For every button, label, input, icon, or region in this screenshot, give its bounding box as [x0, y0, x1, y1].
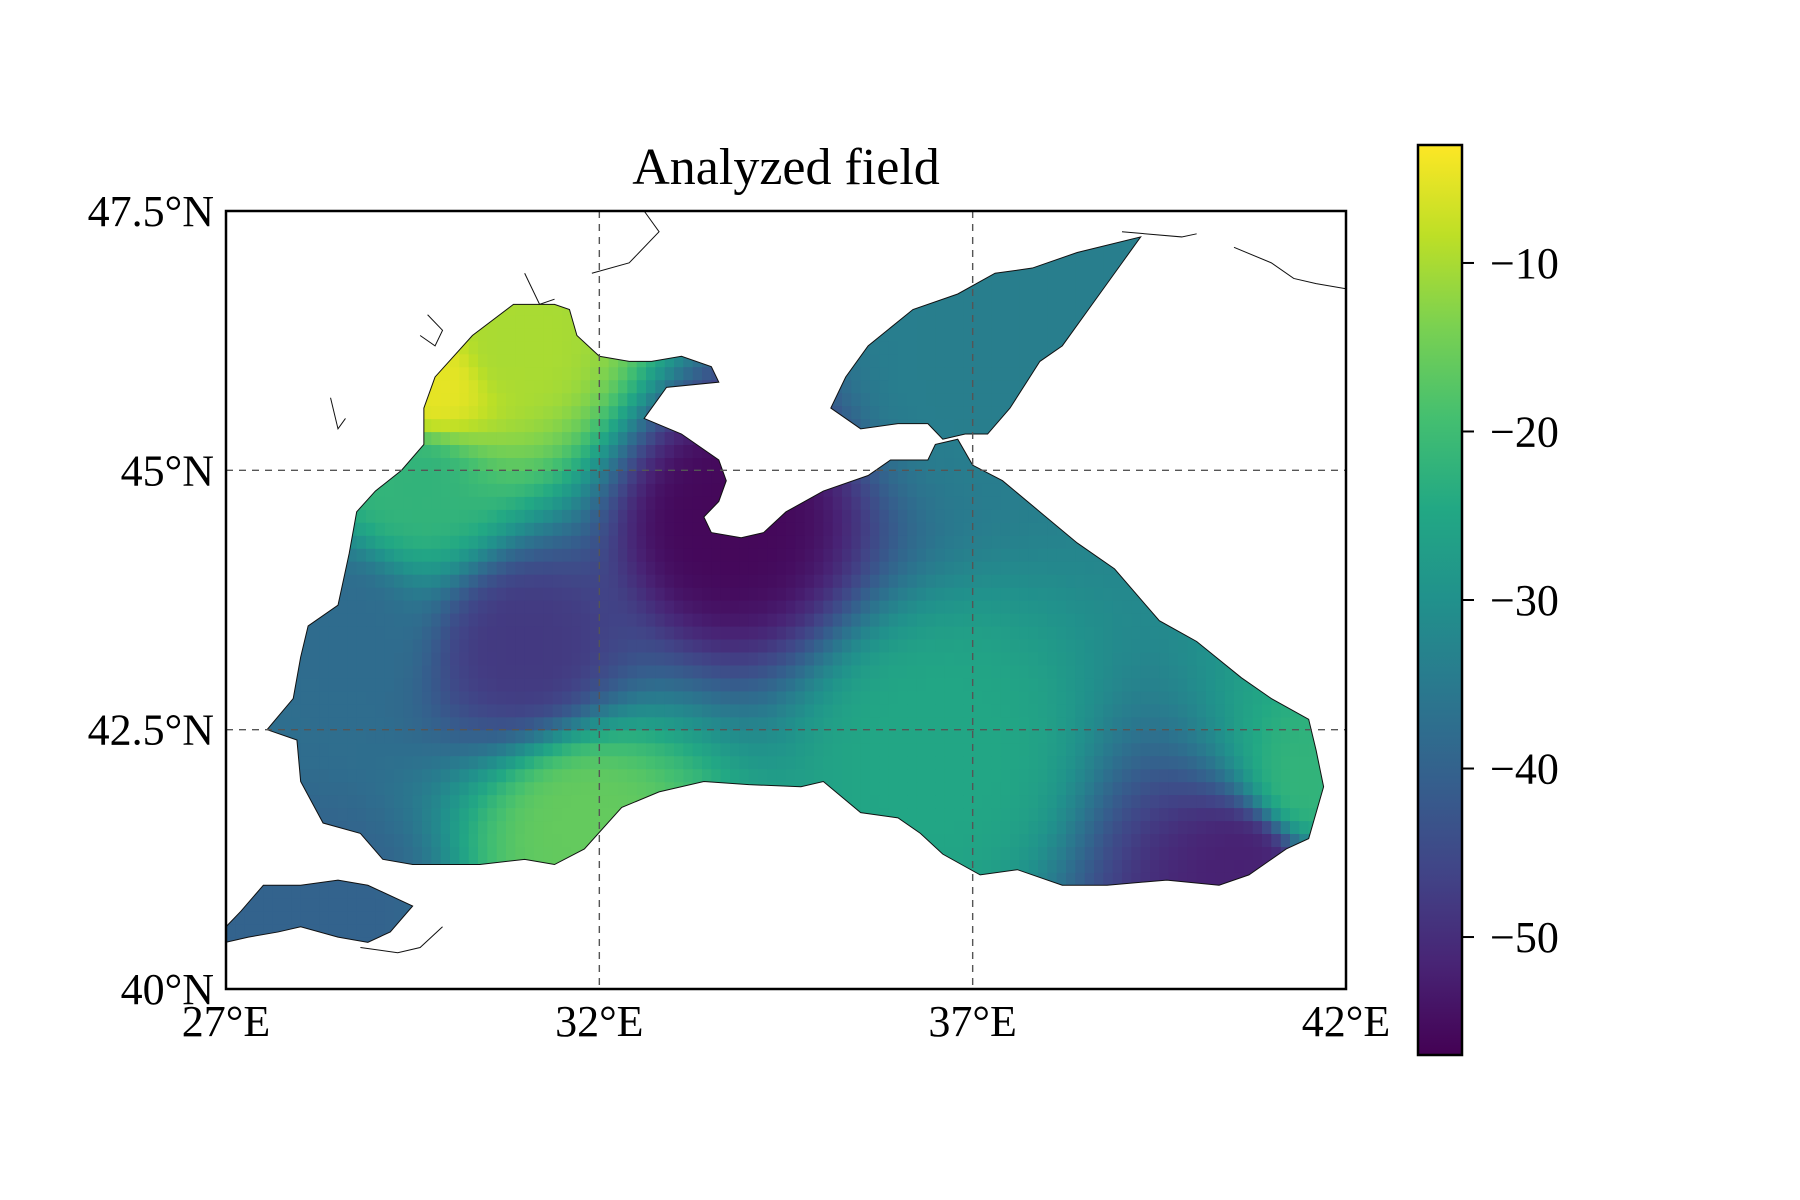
latitude-label: 42.5°N [88, 706, 214, 755]
map-axes [224, 209, 1348, 991]
longitude-tick-labels: 27°E 32°E 37°E 42°E [182, 997, 1390, 1046]
land-coastline [360, 926, 443, 954]
land-coastline [591, 211, 660, 274]
colorbar-tick-label: −30 [1490, 576, 1559, 625]
latitude-label: 47.5°N [88, 187, 214, 236]
land-coastline [1233, 246, 1346, 290]
latitude-label: 45°N [121, 446, 214, 495]
gridlines [226, 211, 1346, 989]
land-coastline [524, 273, 555, 305]
colorbar-ticks: −10 −20 −30 −40 −50 [1462, 239, 1559, 962]
longitude-label: 27°E [182, 997, 270, 1046]
latitude-label: 40°N [121, 965, 214, 1014]
longitude-label: 42°E [1302, 997, 1390, 1046]
colorbar-gradient [1416, 143, 1464, 1057]
land-coastline [419, 314, 444, 347]
sea-of-marmara-field-coastline [226, 879, 414, 943]
longitude-label: 32°E [555, 997, 643, 1046]
latitude-tick-labels: 40°N 42.5°N 45°N 47.5°N [88, 187, 214, 1014]
land-coastline [330, 397, 346, 431]
colorbar: −10 −20 −30 −40 −50 [1416, 143, 1559, 1057]
land-coastline [1121, 231, 1197, 238]
colorbar-tick-label: −40 [1490, 745, 1559, 794]
colorbar-tick-label: −50 [1490, 913, 1559, 962]
plot-title: Analyzed field [632, 139, 940, 196]
colorbar-tick-label: −20 [1490, 407, 1559, 456]
colorbar-tick-label: −10 [1490, 239, 1559, 288]
longitude-label: 37°E [928, 997, 1016, 1046]
black-sea-field-coastline [266, 303, 1325, 886]
map-frame [224, 209, 1348, 991]
sea-of-azov-field-coastline [830, 236, 1142, 440]
